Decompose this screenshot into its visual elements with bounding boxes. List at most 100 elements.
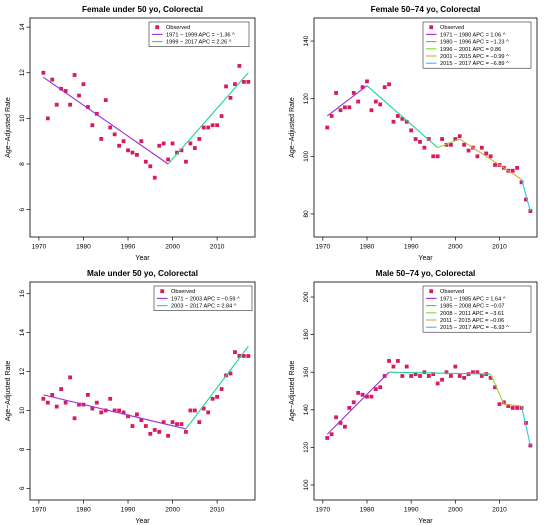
observed-point [378, 385, 383, 390]
observed-point [325, 125, 330, 130]
observed-point [356, 99, 361, 104]
observed-point [493, 163, 497, 167]
observed-point [409, 374, 414, 378]
y-tick-label: 6 [19, 207, 26, 211]
trend-segment-5 [521, 179, 531, 212]
observed-point [170, 141, 175, 146]
y-tick-label: 8 [19, 447, 26, 451]
observed-point [471, 370, 475, 375]
observed-point [356, 390, 361, 395]
observed-point [448, 142, 453, 147]
y-tick-label: 10 [19, 406, 26, 414]
observed-point [54, 102, 59, 107]
observed-point [431, 372, 436, 376]
y-tick-label: 6 [19, 486, 26, 490]
observed-point [86, 392, 90, 397]
chart-panel-4: Male 50–74 yo, Colorectal 1970 1980 1990 200… [289, 269, 538, 525]
observed-point [157, 429, 162, 434]
observed-point [59, 387, 64, 391]
observed-point [112, 408, 117, 413]
legend-segment-label: 1999 − 2017 APC = 2.26 ^ [166, 40, 232, 46]
chart-panel-1: Female under 50 yo, Colorectal 1970 1980 19… [5, 5, 256, 262]
y-tick-label: 8 [19, 162, 26, 166]
observed-point [435, 154, 440, 159]
observed-point [233, 82, 237, 87]
x-tick-label: 2010 [492, 244, 507, 251]
observed-point [329, 432, 334, 437]
observed-point [396, 114, 400, 118]
observed-point [391, 119, 396, 124]
observed-point [360, 392, 365, 397]
observed-point [126, 414, 130, 419]
y-tick-label: 100 [303, 150, 310, 161]
y-tick-label: 160 [303, 366, 310, 377]
observed-point [440, 377, 444, 382]
observed-point [351, 400, 356, 405]
x-axis-label: Year [135, 518, 150, 525]
x-tick-label: 1980 [76, 507, 91, 514]
x-tick-label: 2000 [165, 507, 180, 514]
observed-point [112, 132, 117, 137]
x-tick-label: 1980 [360, 244, 375, 251]
observed-point [41, 70, 46, 75]
observed-point [50, 392, 55, 397]
observed-point [99, 410, 104, 415]
observed-point [241, 354, 246, 358]
observed-point [215, 394, 220, 399]
observed-point [524, 421, 528, 425]
y-tick-label: 80 [303, 210, 310, 218]
x-tick-label: 1970 [32, 244, 47, 251]
observed-point [139, 418, 144, 423]
observed-point [201, 125, 206, 130]
observed-point [241, 79, 246, 84]
observed-point [197, 137, 202, 141]
trend-segment-1 [43, 394, 187, 430]
observed-point [431, 154, 436, 159]
observed-point [334, 415, 338, 420]
observed-point [237, 64, 242, 68]
observed-point [210, 396, 215, 401]
observed-point [143, 159, 148, 164]
y-tick-label: 12 [19, 368, 26, 376]
observed-point [400, 374, 405, 378]
observed-point [475, 370, 480, 375]
observed-point [121, 410, 126, 415]
y-tick-label: 120 [303, 442, 310, 453]
observed-point [63, 400, 68, 405]
observed-point [77, 93, 81, 98]
observed-point [90, 123, 95, 128]
observed-point [148, 164, 153, 169]
observed-point [457, 134, 462, 139]
legend-observed-marker [429, 289, 434, 294]
observed-point [135, 412, 139, 417]
observed-point [369, 108, 374, 113]
observed-point [224, 84, 228, 89]
legend-observed-label: Observed [440, 289, 464, 295]
observed-point [351, 91, 356, 95]
observed-point [479, 145, 484, 150]
observed-point [77, 402, 81, 407]
chart-title: Female 50–74 yo, Colorectal [371, 5, 481, 14]
observed-point [378, 102, 383, 107]
observed-point [179, 422, 184, 426]
observed-point [422, 370, 427, 375]
observed-point [515, 165, 520, 170]
observed-point [41, 396, 46, 401]
observed-point [184, 159, 188, 164]
trend-segment-1 [326, 85, 368, 117]
observed-point [117, 143, 122, 148]
observed-point [228, 95, 233, 100]
y-tick-label: 10 [19, 114, 26, 122]
y-tick-label: 140 [303, 404, 310, 415]
y-tick-label: 16 [19, 290, 26, 298]
observed-point [382, 85, 387, 90]
x-tick-label: 2000 [165, 244, 180, 251]
observed-point [422, 145, 427, 150]
trend-segment-2 [185, 345, 249, 430]
y-tick-label: 12 [19, 69, 26, 77]
legend-observed-label: Observed [171, 289, 195, 295]
x-tick-label: 1990 [121, 507, 136, 514]
observed-point [338, 421, 343, 425]
observed-point [54, 404, 59, 409]
observed-point [418, 140, 422, 144]
